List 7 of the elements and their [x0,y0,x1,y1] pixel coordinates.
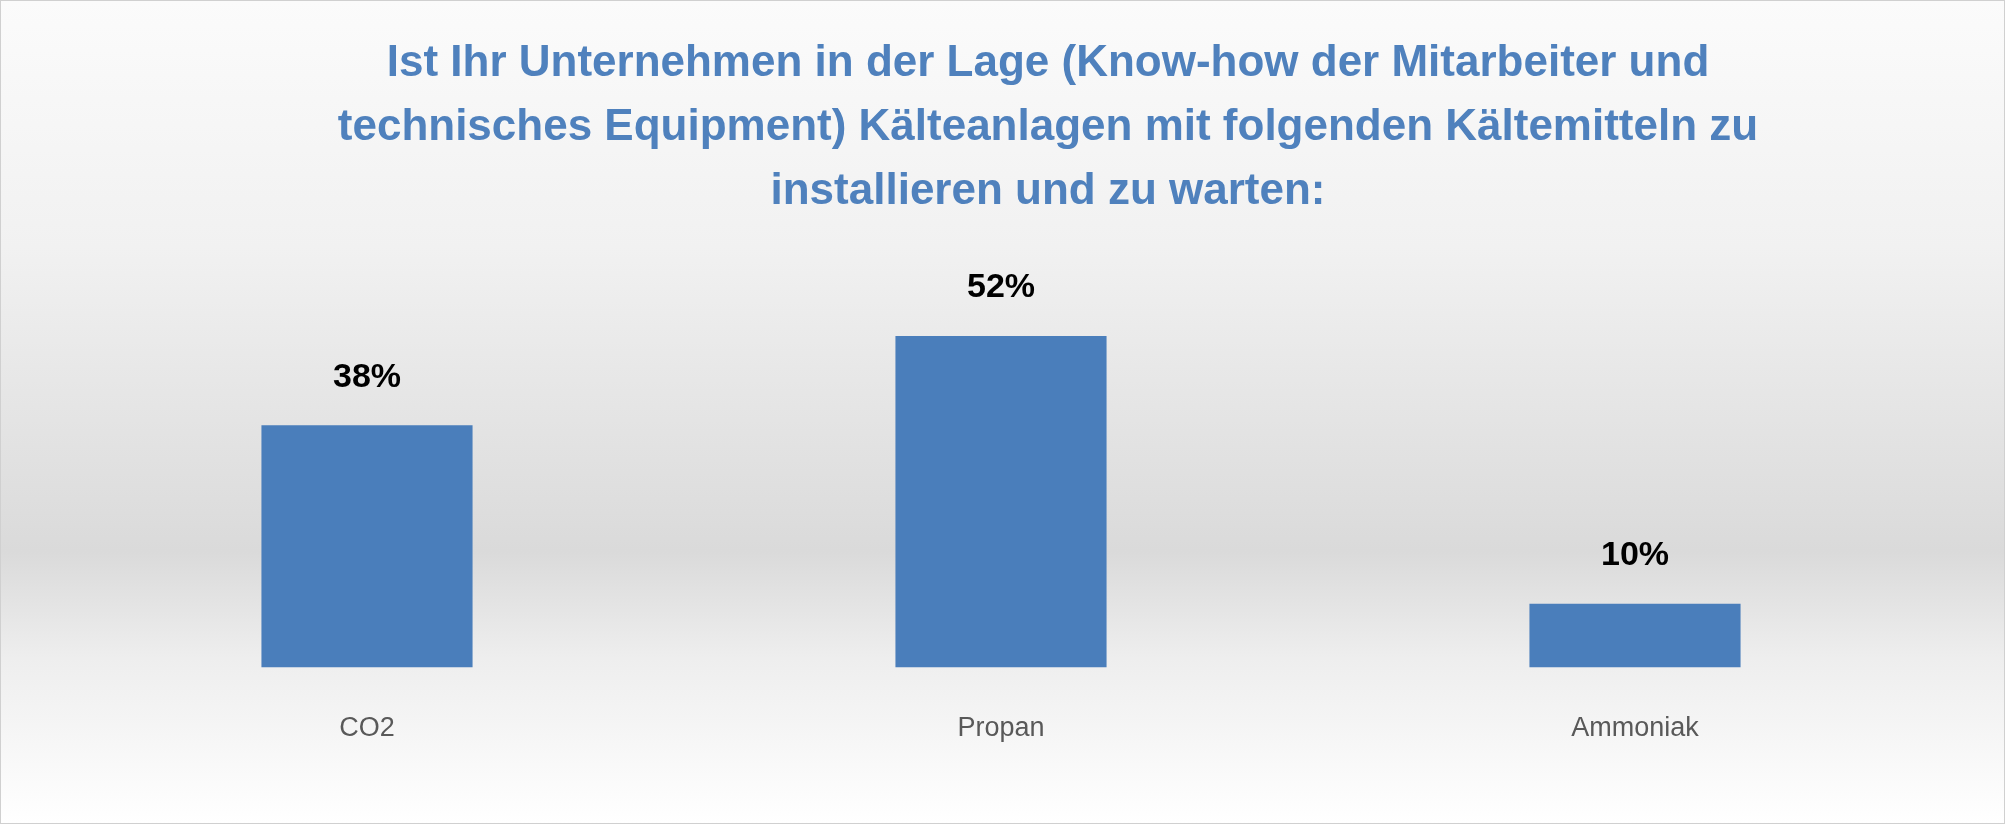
chart-title: Ist Ihr Unternehmen in der Lage (Know-how der Mitarbeiter und technisches Equipment) Kälteanlagen mit folgenden Kältemitteln zu installieren und zu warten: [336,35,1760,215]
x-tick-label: CO2 [339,712,395,743]
data-label: 10% [1600,534,1670,573]
x-tick-label: Propan [957,712,1045,743]
x-tick-label: Ammoniak [1571,712,1700,743]
data-label: 38% [332,355,402,394]
data-label: 52% [966,266,1036,305]
